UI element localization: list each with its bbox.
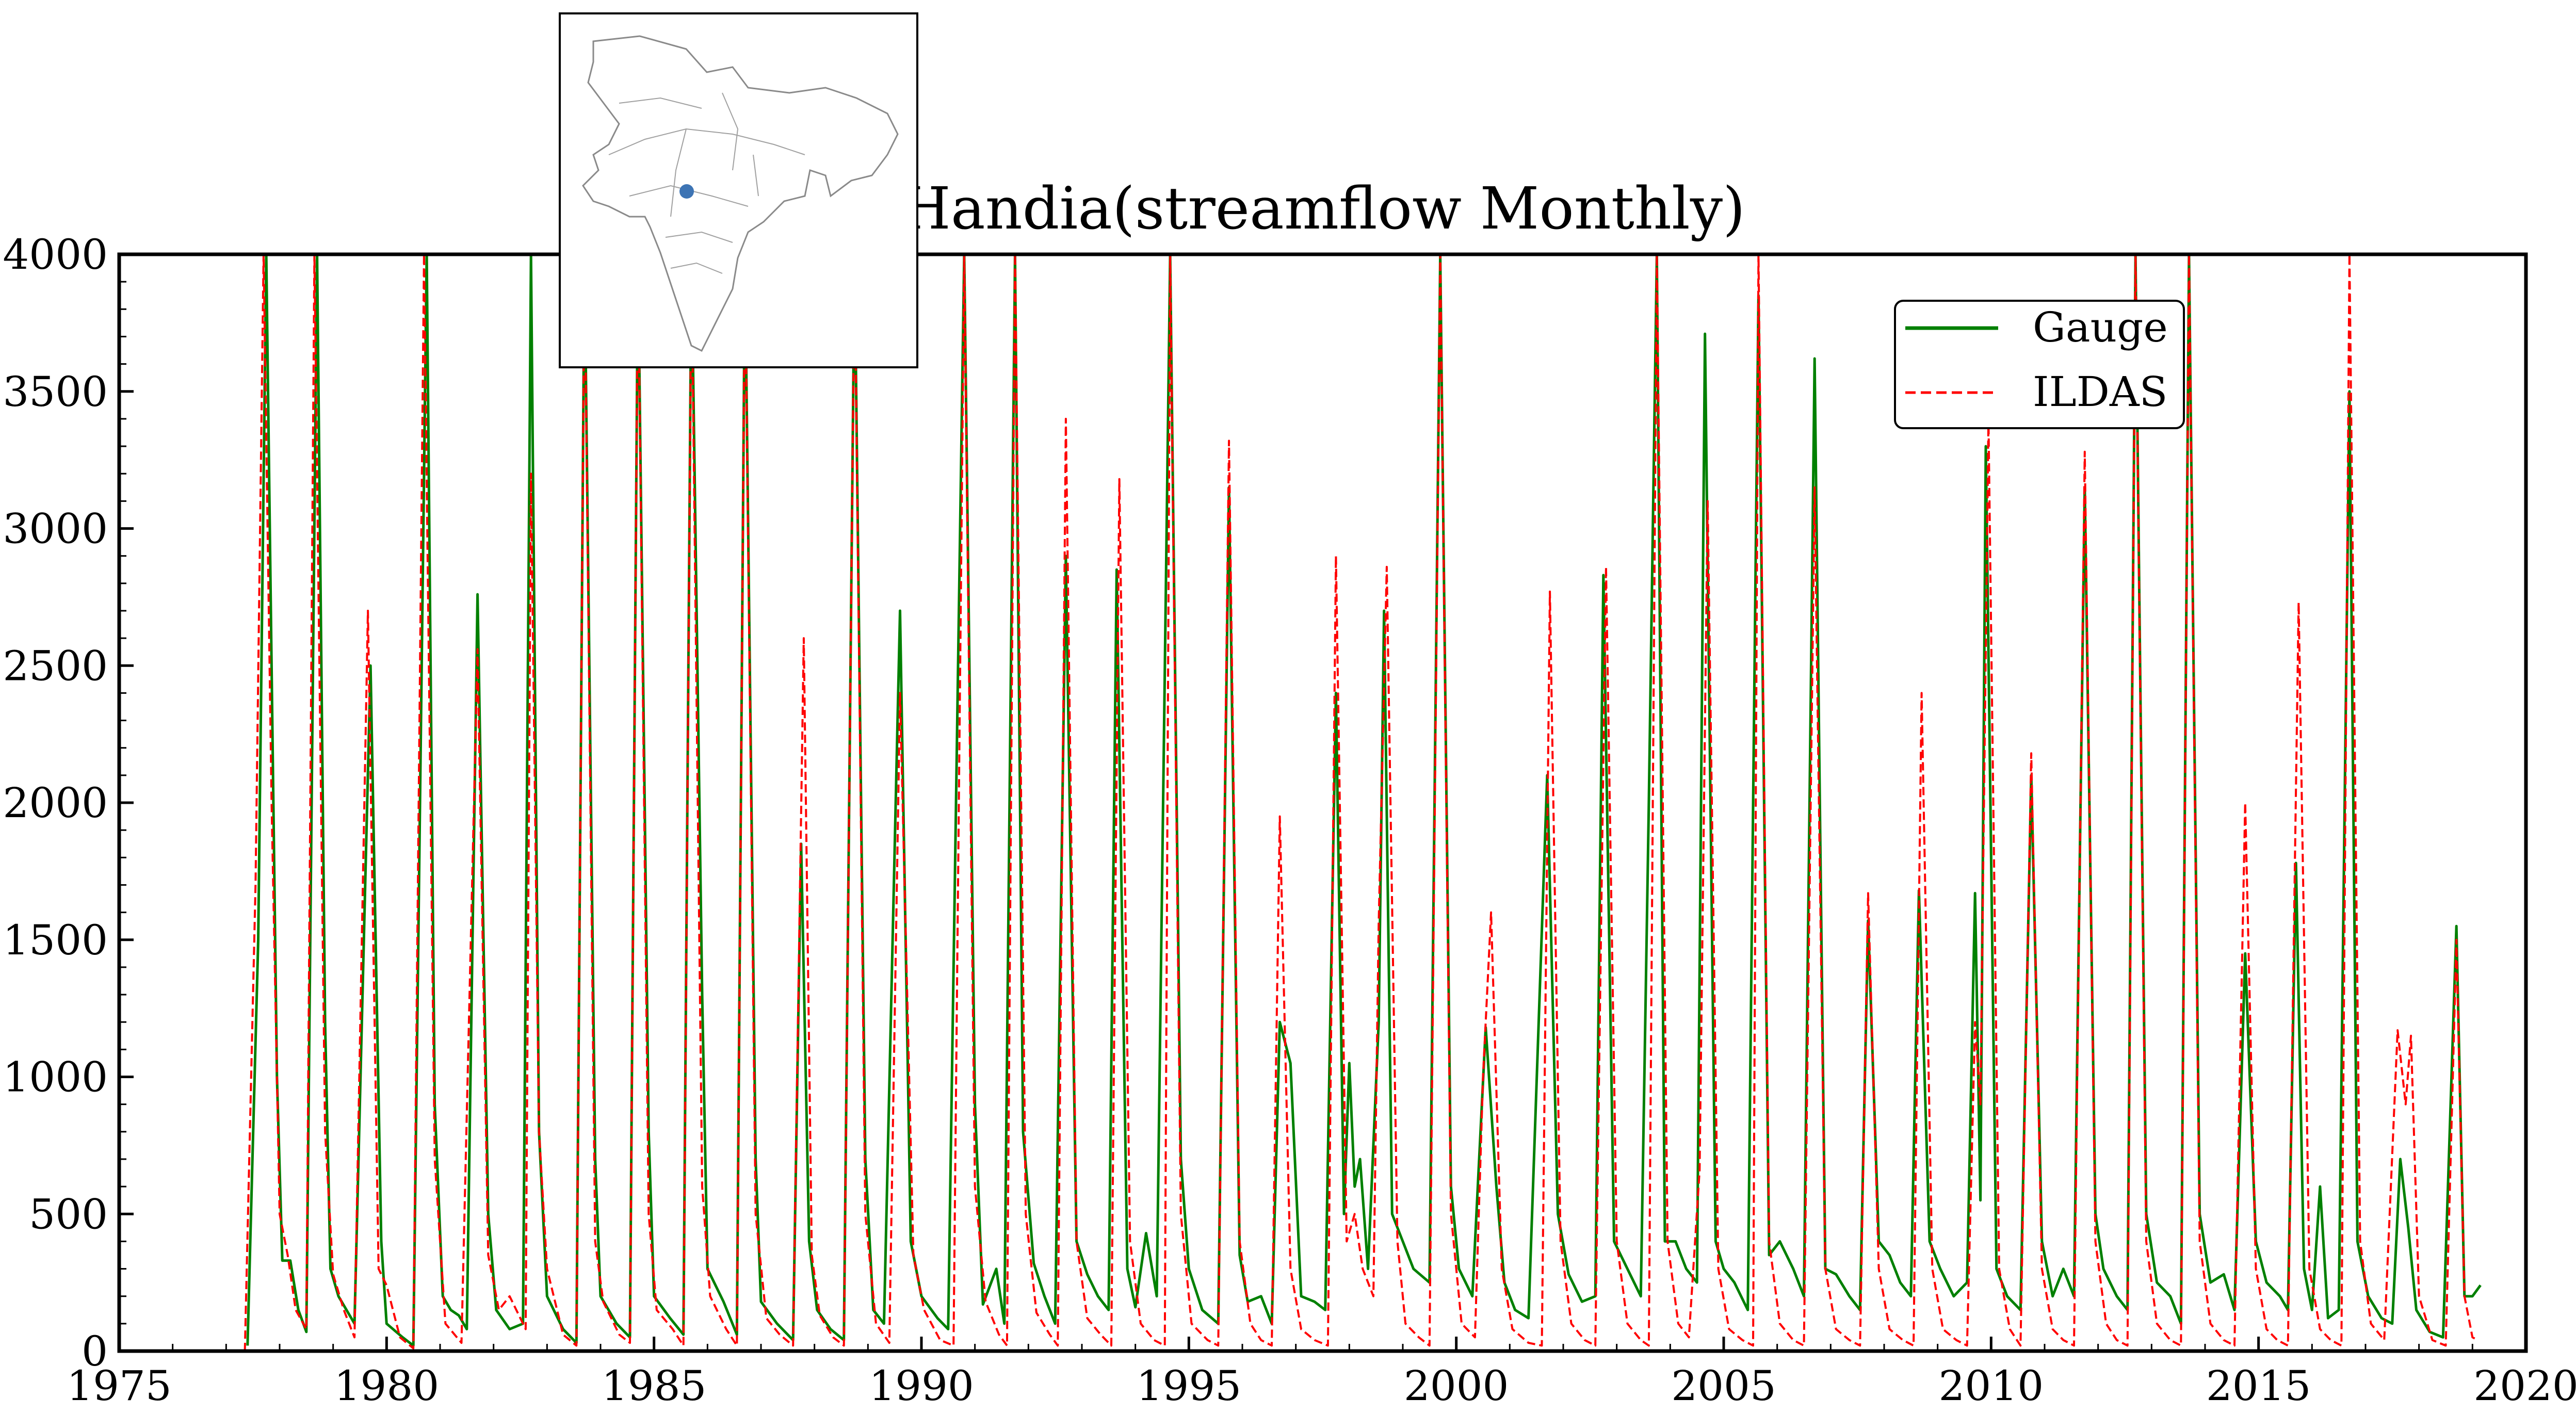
x-tick-label: 1980 — [334, 1362, 440, 1410]
legend-box — [1894, 300, 2185, 429]
legend-label-gauge: Gauge — [2033, 303, 2168, 351]
series-line-ildas — [244, 254, 2478, 1351]
y-tick-label: 3000 — [3, 505, 108, 553]
plot-area: 1975 1980 1985 1990 1995 2000 2005 2010 2015 2020… — [3, 231, 2576, 1410]
series-line-gauge — [246, 254, 2482, 1347]
ticks-layer: 1975 1980 1985 1990 1995 2000 2005 2010 2015 2020… — [3, 231, 2576, 1410]
gauge-location-marker — [679, 184, 694, 199]
subcontinent-outline — [582, 35, 899, 352]
y-tick-label: 0 — [82, 1327, 108, 1375]
x-tick-label: 2020 — [2473, 1362, 2576, 1410]
y-tick-label: 1500 — [3, 916, 108, 964]
chart-title: Handia(streamflow Monthly) — [900, 175, 1745, 242]
y-tick-label: 3500 — [3, 368, 108, 416]
y-tick-label: 2000 — [3, 779, 108, 827]
y-tick-label: 1000 — [3, 1053, 108, 1101]
x-tick-label: 2000 — [1404, 1362, 1509, 1410]
x-tick-label: 2005 — [1671, 1362, 1776, 1410]
y-tick-label: 4000 — [3, 231, 108, 279]
x-tick-label: 1995 — [1137, 1362, 1242, 1410]
inset-map-frame — [559, 12, 918, 368]
series-layer — [244, 254, 2482, 1351]
inset-map — [559, 12, 918, 368]
legend: Gauge ILDAS — [1894, 300, 2185, 429]
x-tick-label: 1975 — [67, 1362, 172, 1410]
x-tick-label: 2010 — [1939, 1362, 2044, 1410]
plot-frame — [117, 252, 2528, 1353]
legend-label-ildas: ILDAS — [2033, 368, 2167, 416]
y-tick-label: 2500 — [3, 642, 108, 690]
x-tick-label: 2015 — [2206, 1362, 2311, 1410]
x-tick-label: 1990 — [869, 1362, 974, 1410]
x-tick-label: 1985 — [602, 1362, 707, 1410]
y-tick-label: 500 — [29, 1190, 108, 1238]
